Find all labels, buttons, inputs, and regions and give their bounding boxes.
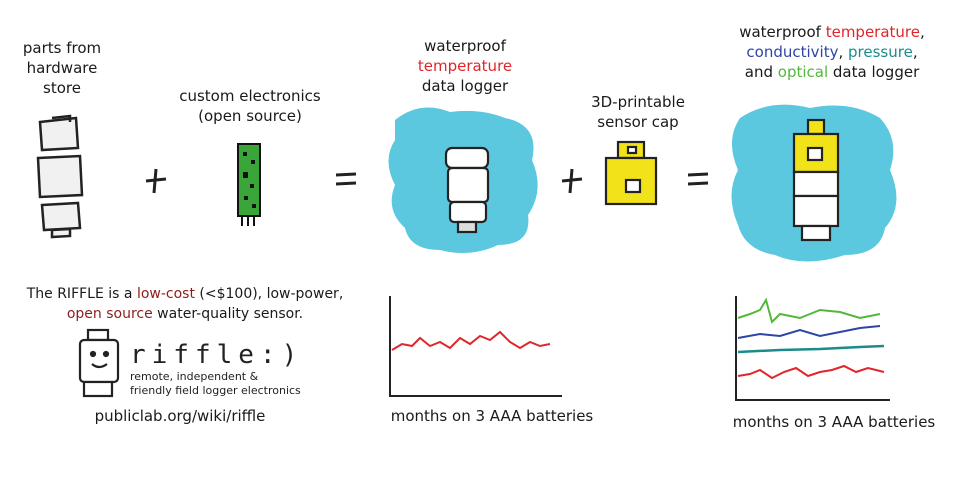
chart-axes bbox=[389, 296, 562, 397]
riffle-logo-subtitle: remote, independent & friendly field logg… bbox=[130, 370, 301, 397]
hardware-parts-drawing bbox=[36, 114, 84, 239]
riffle-url-link[interactable]: publiclab.org/wiki/riffle bbox=[94, 407, 266, 425]
hardware-label: parts from hardware store bbox=[22, 39, 102, 97]
temperature-series-line bbox=[391, 330, 551, 351]
riffle-logo-word: riffle:) bbox=[130, 340, 304, 370]
temp-logger-label: waterproof temperature data logger bbox=[417, 37, 513, 95]
multi-logger-label: waterproof temperature, conductivity, pr… bbox=[739, 23, 925, 81]
optical-series-line bbox=[737, 297, 881, 324]
temp-chart bbox=[389, 296, 562, 397]
sensor-cap-label: 3D-printable sensor cap bbox=[591, 93, 685, 131]
circuit-board-drawing bbox=[237, 143, 261, 226]
multi-logger-drawing bbox=[792, 118, 840, 242]
conductivity-series-line bbox=[737, 325, 881, 339]
sensor-cap-drawing bbox=[604, 140, 658, 206]
temperature-series-line bbox=[737, 364, 885, 380]
plus-icon bbox=[145, 168, 167, 194]
plus-icon bbox=[561, 168, 583, 194]
electronics-label: custom electronics (open source) bbox=[179, 87, 321, 125]
description-text: The RIFFLE is a low-cost (<$100), low-po… bbox=[26, 286, 344, 322]
riffle-robot-icon bbox=[78, 328, 120, 398]
multi-chart bbox=[735, 296, 890, 401]
pressure-series-line bbox=[737, 344, 885, 354]
chart1-caption: months on 3 AAA batteries bbox=[390, 407, 594, 425]
chart-axes bbox=[735, 296, 890, 401]
equals-icon bbox=[335, 172, 357, 186]
equals-icon bbox=[687, 172, 709, 186]
temp-logger-drawing bbox=[444, 146, 490, 234]
chart2-caption: months on 3 AAA batteries bbox=[732, 413, 936, 431]
